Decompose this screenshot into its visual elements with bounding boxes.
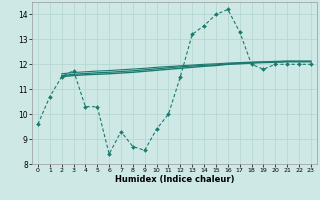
X-axis label: Humidex (Indice chaleur): Humidex (Indice chaleur) [115, 175, 234, 184]
